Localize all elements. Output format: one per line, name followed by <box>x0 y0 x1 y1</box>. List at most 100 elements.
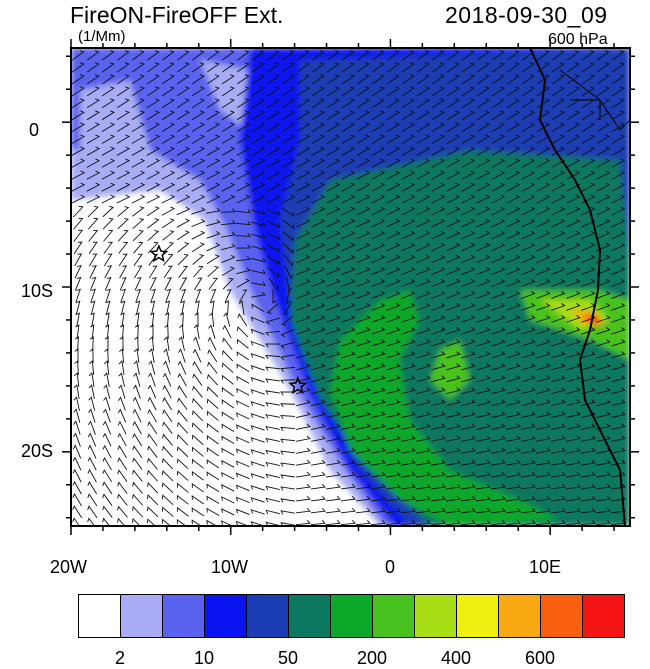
wind-barb <box>161 98 175 109</box>
wind-barb <box>73 384 80 399</box>
wind-barb <box>521 158 536 168</box>
wind-barb <box>611 290 626 299</box>
wind-barb <box>74 360 79 376</box>
wind-barb <box>164 312 170 328</box>
wind-barb <box>206 459 220 469</box>
wind-barb <box>506 86 520 97</box>
wind-barb <box>446 459 461 466</box>
wind-barb <box>206 62 220 73</box>
wind-barb <box>446 471 461 478</box>
wind-barb <box>90 324 95 340</box>
wind-barb <box>146 206 160 217</box>
wind-barb <box>341 315 356 323</box>
wind-barb <box>239 289 248 303</box>
wind-barb <box>251 281 266 286</box>
wind-barb <box>371 315 386 323</box>
wind-barb <box>536 290 551 299</box>
wind-barb <box>506 315 521 323</box>
wind-barb <box>191 62 205 73</box>
wind-barb <box>356 351 371 359</box>
wind-barb <box>89 348 94 364</box>
wind-barb <box>611 447 626 454</box>
wind-barb <box>341 290 356 299</box>
wind-barb <box>73 229 84 242</box>
wind-barb <box>596 242 611 252</box>
wind-barb <box>221 266 235 277</box>
wind-barb <box>191 146 206 156</box>
wind-barb <box>221 98 235 109</box>
colorbar-swatch <box>373 595 415 637</box>
wind-barb <box>611 435 626 442</box>
wind-barb <box>491 290 506 299</box>
wind-barb <box>281 86 295 97</box>
wind-barb <box>311 315 326 323</box>
wind-barb <box>195 300 200 315</box>
wind-barb <box>135 288 142 303</box>
wind-barb <box>461 134 476 144</box>
wind-barb <box>596 459 611 466</box>
wind-barb <box>461 62 475 73</box>
wind-barb <box>131 110 145 121</box>
wind-barb <box>281 110 295 121</box>
wind-barb <box>521 435 536 442</box>
wind-barb <box>611 278 626 287</box>
wind-barb <box>89 265 97 279</box>
wind-barb <box>102 217 114 230</box>
wind-barb <box>296 315 311 323</box>
wind-barb <box>117 420 127 435</box>
wind-barb <box>296 278 311 287</box>
wind-barb <box>476 266 491 276</box>
wind-barb <box>581 459 596 466</box>
wind-barb <box>180 300 185 315</box>
wind-barb <box>90 312 95 327</box>
wind-barb <box>461 387 476 395</box>
wind-barb <box>193 324 200 339</box>
wind-barb <box>431 363 446 371</box>
wind-barb <box>88 396 96 411</box>
wind-barb <box>371 170 386 180</box>
wind-barb <box>102 444 112 459</box>
wind-barb <box>401 230 416 240</box>
wind-barb <box>580 507 596 514</box>
wind-barb <box>401 194 416 204</box>
wind-barb <box>104 348 109 364</box>
colorbar-swatch <box>415 595 457 637</box>
wind-barb <box>74 253 83 267</box>
wind-barb <box>206 507 220 516</box>
wind-barb <box>506 290 521 299</box>
wind-barb <box>117 50 130 61</box>
wind-barb <box>177 253 189 266</box>
wind-barb <box>416 483 431 490</box>
wind-barb <box>446 74 460 85</box>
wind-barb <box>476 206 491 216</box>
wind-barb <box>596 303 611 311</box>
wind-barb <box>281 182 296 192</box>
wind-barb <box>88 372 95 387</box>
star-marker-west <box>149 244 169 263</box>
wind-barb <box>461 158 476 168</box>
wind-barb <box>506 230 521 240</box>
wind-barb <box>133 348 140 363</box>
wind-barb <box>385 507 401 514</box>
wind-barb <box>461 98 475 109</box>
wind-barb <box>446 447 461 454</box>
wind-barb <box>206 398 219 409</box>
wind-barb <box>237 313 248 327</box>
wind-barb <box>117 218 130 230</box>
wind-barb <box>266 62 280 73</box>
wind-barb <box>266 170 281 180</box>
wind-barb <box>206 483 220 493</box>
wind-barb <box>521 170 536 180</box>
wind-barb <box>431 182 446 192</box>
wind-barb <box>506 387 521 395</box>
wind-barb <box>386 158 401 168</box>
wind-barb <box>476 98 490 109</box>
wind-barb <box>431 170 446 180</box>
wind-barb <box>341 62 355 73</box>
wind-barb <box>266 208 280 216</box>
wind-barb <box>265 449 280 455</box>
pressure-level-label: 600 hPa <box>548 31 608 48</box>
wind-barb <box>74 336 79 352</box>
wind-barb <box>267 266 280 278</box>
wind-barb <box>551 351 566 359</box>
